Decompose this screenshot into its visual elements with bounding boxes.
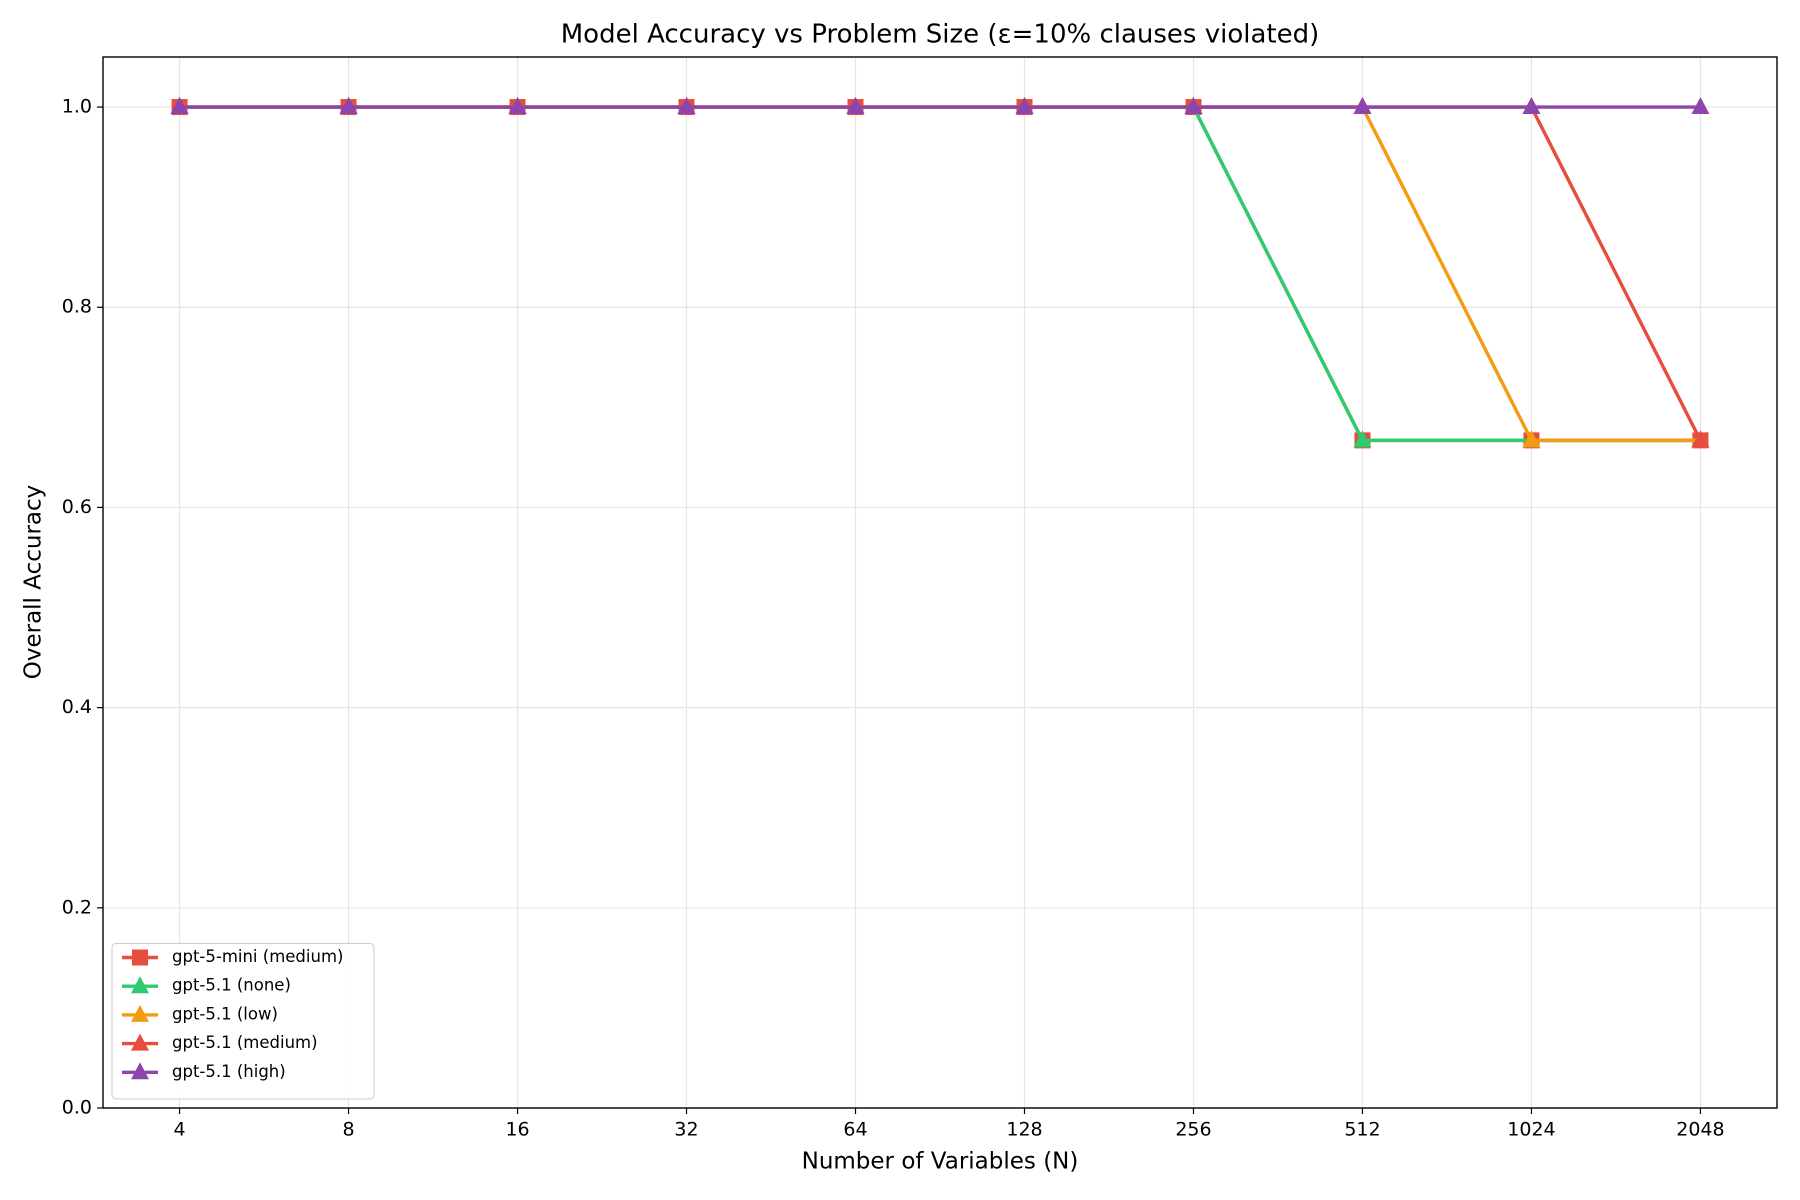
x-tick-label: 4 (174, 1119, 186, 1141)
legend: gpt-5-mini (medium) gpt-5.1 (none) gpt-5.1… (111, 943, 375, 1100)
x-tick-label: 256 (1175, 1119, 1211, 1141)
line (179, 105, 1701, 443)
marker (170, 97, 189, 115)
marker (131, 1033, 149, 1051)
marker (846, 97, 865, 115)
y-tick-label: 1.0 (62, 96, 92, 118)
x-tick-label: 512 (1344, 1119, 1380, 1141)
marker (131, 1004, 149, 1022)
plot-frame (102, 56, 1778, 1109)
x-axis-label: Number of Variables (N) (802, 1149, 1079, 1175)
line (179, 105, 1701, 443)
marker (1522, 430, 1541, 448)
legend-label: gpt-5.1 (none) (172, 976, 291, 995)
marker (131, 1062, 149, 1080)
y-tick-label: 0.0 (62, 1097, 92, 1119)
marker (1353, 97, 1372, 115)
y-tick-label: 0.6 (62, 496, 92, 518)
marker (132, 949, 148, 966)
legend-label: gpt-5-mini (medium) (172, 947, 343, 966)
x-tick-label: 128 (1006, 1119, 1042, 1141)
marker (508, 97, 527, 115)
marker (1184, 97, 1203, 115)
marker (677, 97, 696, 115)
x-tick-label: 8 (343, 1119, 355, 1141)
marker (131, 976, 149, 994)
line (179, 105, 1701, 443)
y-tick-label: 0.2 (62, 896, 92, 918)
y-tick-label: 0.8 (62, 296, 92, 318)
legend-box (111, 943, 375, 1100)
x-tick-label: 1024 (1507, 1119, 1555, 1141)
line (179, 105, 1702, 442)
x-tick-label: 16 (505, 1119, 529, 1141)
marker (1691, 97, 1710, 115)
marker (1015, 97, 1034, 115)
y-axis-label: Overall Accuracy (21, 485, 47, 680)
marker (1691, 430, 1710, 448)
x-tick-label: 2048 (1676, 1119, 1724, 1141)
legend-label: gpt-5.1 (medium) (172, 1033, 318, 1052)
legend-label: gpt-5.1 (low) (172, 1004, 278, 1023)
marker (1522, 97, 1541, 115)
marker (1353, 430, 1372, 448)
marker (339, 97, 358, 115)
x-tick-label: 32 (674, 1119, 698, 1141)
x-tick-label: 64 (843, 1119, 867, 1141)
legend-label: gpt-5.1 (high) (172, 1062, 286, 1081)
chart-title: Model Accuracy vs Problem Size (ε=10% cl… (561, 20, 1320, 50)
y-tick-label: 0.4 (62, 696, 92, 718)
